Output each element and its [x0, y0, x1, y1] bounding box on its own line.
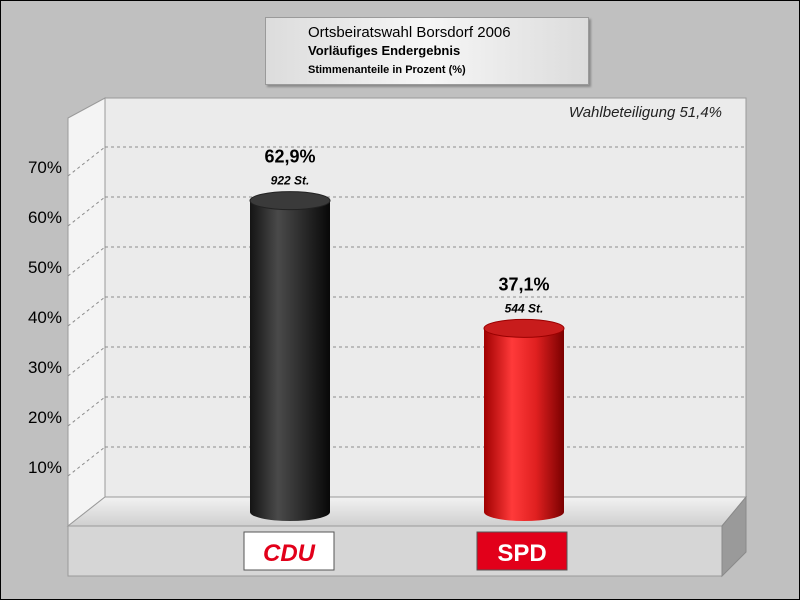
gridline-side	[67, 196, 106, 227]
bar-top	[483, 318, 565, 338]
y-tick-label: 40%	[28, 308, 62, 327]
base-front	[67, 525, 723, 577]
title-box: Ortsbeiratswahl Borsdorf 2006 Vorläufige…	[265, 17, 589, 85]
gridline-side	[67, 396, 106, 427]
base-side	[721, 495, 747, 578]
bar-value-label: 37,1%	[498, 274, 549, 294]
y-tick-label: 10%	[28, 458, 62, 477]
gridline-side	[67, 346, 106, 377]
gridline-side	[67, 296, 106, 327]
spd-logo-text: SPD	[497, 540, 546, 567]
chart-title: Ortsbeiratswahl Borsdorf 2006	[308, 24, 511, 41]
bar-top	[249, 191, 331, 211]
y-tick-label: 50%	[28, 258, 62, 277]
chart-subtitle: Vorläufiges Endergebnis	[308, 43, 461, 58]
turnout-annotation: Wahlbeteiligung 51,4%	[569, 104, 722, 121]
y-tick-label: 20%	[28, 408, 62, 427]
cdu-logo: CDU	[243, 531, 335, 571]
bar-body	[250, 200, 330, 521]
cdu-logo-text: CDU	[263, 540, 316, 567]
gridline-side	[67, 246, 106, 277]
bar-body	[484, 328, 564, 521]
gridline-side	[67, 146, 106, 177]
chart-caption: Stimmenanteile in Prozent (%)	[308, 64, 466, 76]
bar-votes-label: 922 St.	[271, 174, 310, 188]
bar-spd	[483, 318, 565, 521]
y-tick-label: 60%	[28, 208, 62, 227]
plot-floor	[66, 496, 748, 527]
y-tick-label: 70%	[28, 158, 62, 177]
bar-cdu	[249, 191, 331, 521]
plot-side-wall	[67, 97, 106, 528]
bar-value-label: 62,9%	[264, 147, 315, 167]
bar-votes-label: 544 St.	[505, 301, 544, 315]
spd-logo: SPD	[476, 531, 568, 571]
y-tick-label: 30%	[28, 358, 62, 377]
gridline-side	[67, 446, 106, 477]
